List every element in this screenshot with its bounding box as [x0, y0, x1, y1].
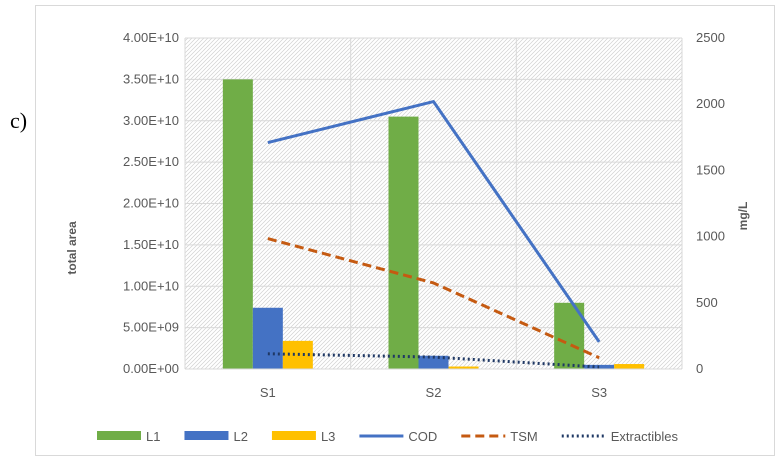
- bar-l1-s2: [388, 116, 419, 369]
- bar-l3-s2: [448, 366, 479, 369]
- legend-label-l1: L1: [146, 429, 160, 444]
- chart: 0.00E+00 5.00E+09 1.00E+10 1.50E+10 2.00E+10…: [65, 30, 750, 444]
- y-tick-label: 2.00E+10: [123, 196, 179, 211]
- legend-label-cod: COD: [408, 429, 437, 444]
- legend-label-l2: L2: [233, 429, 247, 444]
- bar-l2-s2: [418, 355, 449, 369]
- y2-axis-title: mg/L: [736, 202, 750, 231]
- x-tick-label: S3: [591, 385, 607, 400]
- panel-label: c): [10, 108, 28, 133]
- x-tick-label: S2: [426, 385, 442, 400]
- axes: 0.00E+00 5.00E+09 1.00E+10 1.50E+10 2.00E+10…: [123, 30, 725, 400]
- legend-label-tsm: TSM: [510, 429, 537, 444]
- y-tick-label: 3.50E+10: [123, 71, 179, 86]
- bar-l2-s1: [252, 307, 283, 369]
- y-tick-label: 4.00E+10: [123, 30, 179, 45]
- legend-swatch-l3: [271, 431, 316, 440]
- gridlines: [184, 37, 683, 370]
- legend-swatch-l2: [184, 431, 229, 440]
- legend: L1 L2 L3 COD TSM Extractibles: [97, 429, 678, 444]
- line-cod: [267, 100, 601, 343]
- y2-tick-label: 2000: [696, 96, 725, 111]
- y-tick-label: 1.50E+10: [123, 237, 179, 252]
- y2-tick-label: 1500: [696, 162, 725, 177]
- y2-tick-label: 1000: [696, 229, 725, 244]
- line-tsm: [267, 237, 600, 360]
- bar-l3-s3: [614, 364, 645, 369]
- y-tick-label: 2.50E+10: [123, 154, 179, 169]
- legend-label-l3: L3: [321, 429, 335, 444]
- bar-l1-s1: [222, 79, 253, 369]
- y-tick-label: 5.00E+09: [123, 320, 179, 335]
- y2-tick-label: 500: [696, 295, 718, 310]
- y-tick-label: 3.00E+10: [123, 113, 179, 128]
- y-axis-title: total area: [65, 221, 79, 275]
- y-tick-label: 0.00E+00: [123, 361, 179, 376]
- legend-label-extractibles: Extractibles: [611, 429, 679, 444]
- chart-frame: 0.00E+00 5.00E+09 1.00E+10 1.50E+10 2.00E+10…: [35, 5, 775, 456]
- x-tick-label: S1: [260, 385, 276, 400]
- series-lines: [267, 100, 601, 369]
- y-tick-label: 1.00E+10: [123, 278, 179, 293]
- bars: [222, 79, 645, 369]
- y2-tick-label: 0: [696, 361, 703, 376]
- y2-tick-label: 2500: [696, 30, 725, 45]
- line-extractibles: [267, 352, 600, 369]
- legend-swatch-l1: [97, 431, 141, 440]
